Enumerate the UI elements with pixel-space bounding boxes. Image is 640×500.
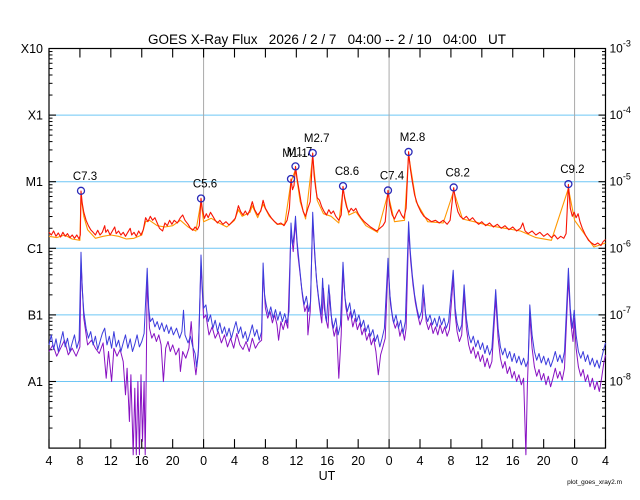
y-axis-flux-label: 10-4 [610, 105, 631, 122]
y-axis-class-label: B1 [28, 308, 43, 322]
y-axis-class-label: C1 [27, 242, 43, 256]
y-axis-class-label: X1 [28, 109, 43, 123]
flare-label: M2.8 [400, 132, 426, 144]
flare-peak-marker [383, 186, 393, 195]
flare-peak-marker [564, 179, 573, 189]
y-axis-class-label: M1 [26, 175, 43, 189]
flare-label: C9.2 [560, 164, 584, 176]
x-tick-label: 16 [506, 454, 520, 468]
flare-peak-marker [308, 148, 317, 158]
x-tick-label: 16 [320, 454, 334, 468]
flare-label: C5.6 [193, 178, 217, 190]
y-axis-flux-label: 10-8 [610, 372, 631, 389]
x-tick-label: 4 [417, 454, 424, 468]
flare-label: C7.4 [380, 170, 405, 182]
flare-peak-marker [196, 194, 206, 203]
series-xray-short-sat1 [48, 211, 606, 369]
series-xray-long-sat1 [48, 151, 606, 247]
flare-label: C8.2 [446, 167, 470, 179]
flare-label: C8.6 [335, 166, 359, 178]
y-axis-class-label: A1 [28, 375, 43, 389]
chart-title: GOES X-Ray Flux 2026 / 2 / 7 04:00 -- 2 … [148, 32, 506, 47]
flare-peak-marker [404, 147, 413, 157]
y-axis-flux-label: 10-3 [610, 39, 631, 56]
flare-peak-marker [449, 183, 458, 192]
flare-annotations-layer: C7.3 C5.6 M1.1M1.7M2.7 C8.6 C7.4 M2.8 C8.2 C9.2 [73, 132, 585, 203]
flare-peak-marker [291, 162, 300, 171]
x-tick-label: 20 [166, 454, 180, 468]
x-tick-label: 12 [475, 454, 489, 468]
x-tick-label: 20 [351, 454, 365, 468]
series-xray-short-sat2 [48, 218, 606, 456]
x-axis-title: UT [319, 469, 336, 483]
x-tick-label: 20 [537, 454, 551, 468]
flare-label: M2.7 [304, 133, 330, 145]
x-tick-label: 8 [447, 454, 454, 468]
x-tick-label: 4 [46, 454, 53, 468]
x-tick-label: 4 [602, 454, 609, 468]
x-tick-label: 12 [289, 454, 303, 468]
frame-layer [48, 47, 607, 449]
flare-peak-marker [76, 186, 86, 195]
x-tick-label: 8 [76, 454, 83, 468]
series-xray-long-sat2 [48, 154, 606, 248]
y-axis-flux-label: 10-5 [610, 172, 631, 189]
x-tick-label: 0 [571, 454, 578, 468]
x-tick-label: 0 [386, 454, 393, 468]
x-tick-label: 4 [231, 454, 238, 468]
flare-peak-marker [286, 174, 296, 184]
x-tick-label: 12 [104, 454, 118, 468]
y-axis-flux-label: 10-7 [610, 305, 631, 322]
x-tick-label: 8 [262, 454, 269, 468]
series-layer [48, 151, 606, 456]
flare-peak-marker [338, 181, 348, 191]
axis-labels-layer: 4 8 12 16 20 0 4 8 12 16 20 0 4 8 12 16 20 0 4 X10 X1 M1 C1 B1 A… [21, 39, 631, 469]
flare-label: M1.1 [282, 148, 308, 160]
y-axis-flux-label: 10-6 [610, 238, 631, 255]
flare-label: M1.7 [287, 146, 313, 158]
y-axis-class-label: X10 [21, 42, 43, 56]
watermark-script-name: plot_goes_xray2.m [567, 479, 622, 486]
flare-label: C7.3 [73, 171, 97, 183]
x-tick-label: 16 [135, 454, 149, 468]
x-tick-label: 0 [200, 454, 207, 468]
grid-layer [49, 48, 606, 449]
